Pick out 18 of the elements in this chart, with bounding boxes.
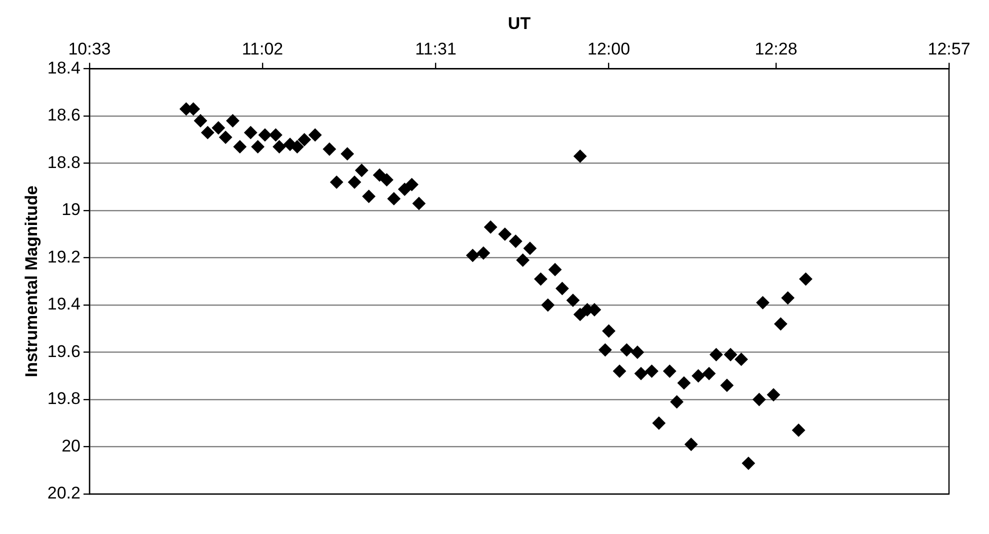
x-axis-title: UT <box>508 14 532 33</box>
x-tick-label: 11:31 <box>415 39 456 58</box>
x-tick-label: 12:57 <box>928 39 970 58</box>
x-tick-label: 11:02 <box>242 39 284 58</box>
y-tick-label: 20 <box>62 436 80 456</box>
y-tick-label: 19.4 <box>47 294 80 314</box>
y-tick-label: 20.2 <box>47 484 80 503</box>
y-axis-title: Instrumental Magnitude <box>22 186 41 378</box>
y-tick-label: 18.8 <box>47 152 80 172</box>
x-tick-label: 12:28 <box>754 39 798 58</box>
y-tick-label: 19 <box>62 200 80 220</box>
y-tick-label: 19.6 <box>47 342 80 361</box>
x-tick-label: 12:00 <box>588 39 630 58</box>
y-tick-label: 18.6 <box>47 106 80 125</box>
y-tick-label: 19.8 <box>47 389 80 408</box>
y-tick-label: 19.2 <box>47 247 80 266</box>
x-tick-label: 10:33 <box>68 39 111 58</box>
y-tick-label: 18.4 <box>47 58 80 78</box>
